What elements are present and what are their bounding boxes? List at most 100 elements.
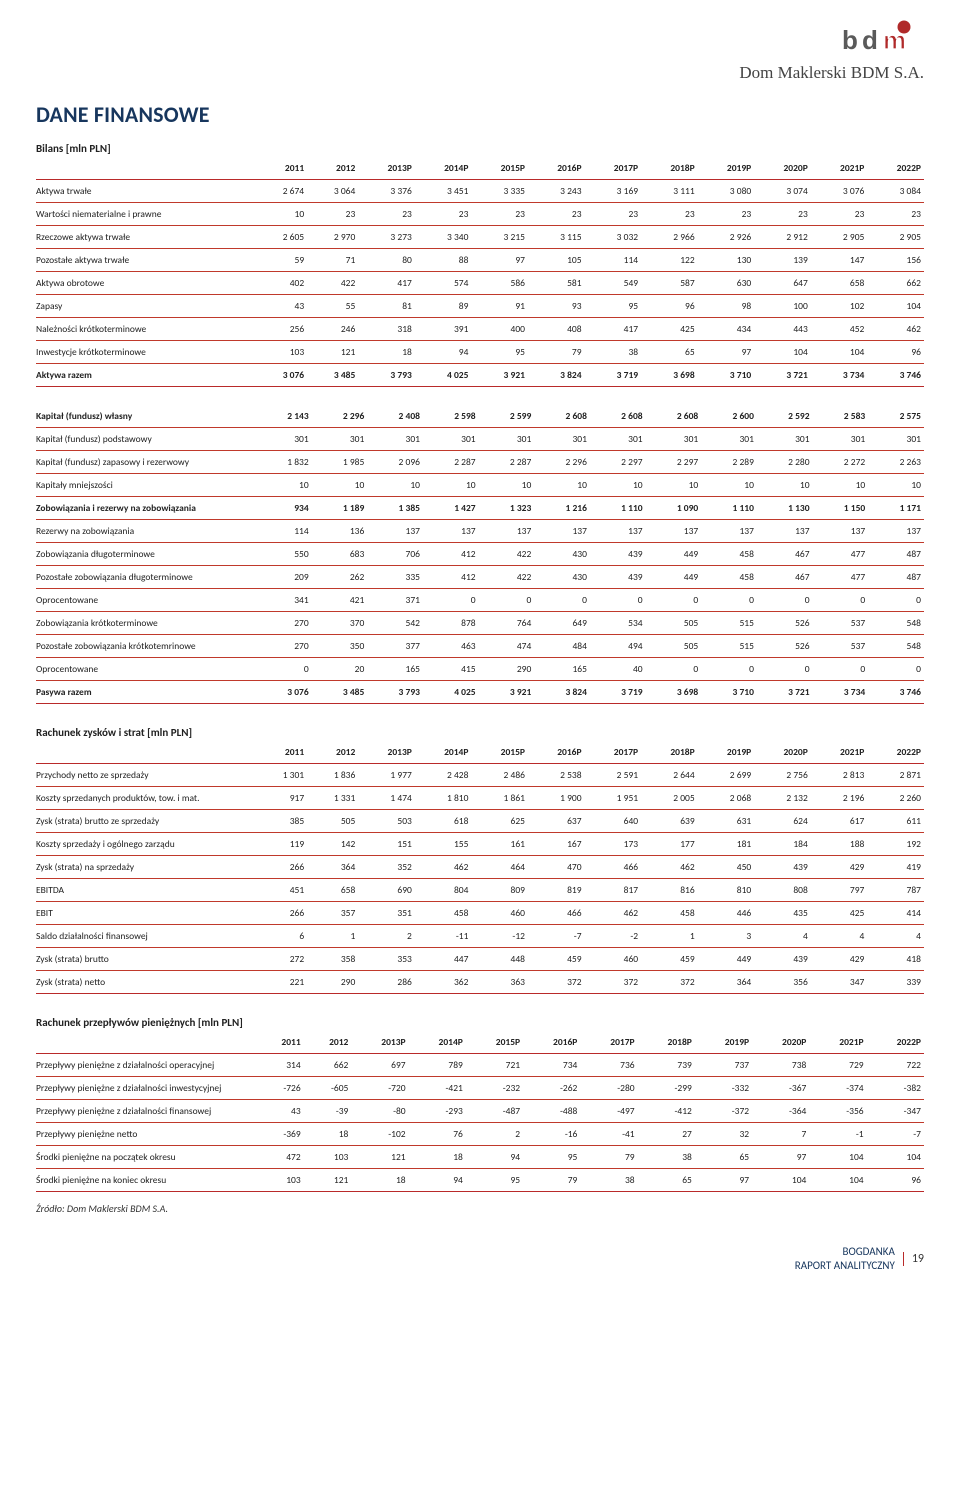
cell: 43 bbox=[256, 1100, 304, 1123]
table-header-row: 201120122013P2014P2015P2016P2017P2018P20… bbox=[36, 741, 924, 764]
cell: 526 bbox=[757, 612, 813, 635]
cell: 104 bbox=[752, 1169, 809, 1192]
cell: 449 bbox=[646, 543, 702, 566]
cell: 819 bbox=[528, 879, 585, 902]
cell: 459 bbox=[528, 948, 585, 971]
cell: 2 583 bbox=[813, 405, 869, 428]
cell: 0 bbox=[256, 658, 312, 681]
cell: -364 bbox=[752, 1100, 809, 1123]
cell: 1 861 bbox=[471, 787, 528, 810]
cell: 121 bbox=[304, 1169, 352, 1192]
cell: 0 bbox=[423, 589, 479, 612]
cell: 23 bbox=[528, 203, 585, 226]
cell: 130 bbox=[698, 249, 755, 272]
cell: 3 698 bbox=[646, 681, 702, 704]
table-row: Koszty sprzedanych produktów, tow. i mat… bbox=[36, 787, 924, 810]
cell: 372 bbox=[585, 971, 642, 994]
cell: 2 926 bbox=[698, 226, 755, 249]
bilans-heading: Bilans [mln PLN] bbox=[36, 142, 924, 155]
cell: 0 bbox=[868, 589, 924, 612]
row-label: Przepływy pieniężne z działalności finan… bbox=[36, 1100, 256, 1123]
table-row: EBITDA4516586908048098198178168108087977… bbox=[36, 879, 924, 902]
cell: 402 bbox=[256, 272, 307, 295]
year-header: 2020P bbox=[754, 157, 811, 180]
cell: -412 bbox=[638, 1100, 695, 1123]
cell: 734 bbox=[523, 1054, 580, 1077]
cell: 425 bbox=[641, 318, 698, 341]
table-row: Saldo działalności finansowej612-11-12-7… bbox=[36, 925, 924, 948]
cell: 364 bbox=[307, 856, 358, 879]
cell: 460 bbox=[471, 902, 528, 925]
cell: 23 bbox=[358, 203, 415, 226]
cell: 10 bbox=[312, 474, 368, 497]
cell: 177 bbox=[641, 833, 698, 856]
cell: 27 bbox=[638, 1123, 695, 1146]
cell: 301 bbox=[479, 428, 535, 451]
row-label: Zysk (strata) brutto bbox=[36, 948, 256, 971]
cell: 23 bbox=[641, 203, 698, 226]
cell: 3 719 bbox=[585, 364, 642, 387]
cell: 458 bbox=[701, 543, 757, 566]
cell: 2 296 bbox=[312, 405, 368, 428]
cell: 435 bbox=[754, 902, 811, 925]
cell: 23 bbox=[867, 203, 924, 226]
cell: 429 bbox=[811, 856, 868, 879]
cell: 155 bbox=[415, 833, 472, 856]
cell: 97 bbox=[695, 1169, 752, 1192]
cell: -2 bbox=[585, 925, 642, 948]
cell: -332 bbox=[695, 1077, 752, 1100]
cell: 1 090 bbox=[646, 497, 702, 520]
cell: 2 486 bbox=[471, 764, 528, 787]
cell: 574 bbox=[415, 272, 472, 295]
cell: 10 bbox=[479, 474, 535, 497]
cell: 729 bbox=[809, 1054, 866, 1077]
table-row: Zobowiązania długoterminowe5506837064124… bbox=[36, 543, 924, 566]
table-row: Pozostałe aktywa trwałe59718088971051141… bbox=[36, 249, 924, 272]
cell: 114 bbox=[585, 249, 642, 272]
year-header: 2014P bbox=[409, 1031, 466, 1054]
cell: 421 bbox=[312, 589, 368, 612]
cell: 487 bbox=[868, 566, 924, 589]
cell: 2 905 bbox=[811, 226, 868, 249]
table-row: Zobowiązania krótkoterminowe270370542878… bbox=[36, 612, 924, 635]
cell: 0 bbox=[534, 589, 590, 612]
cell: 417 bbox=[585, 318, 642, 341]
rzis-table: 201120122013P2014P2015P2016P2017P2018P20… bbox=[36, 741, 924, 994]
cell: 356 bbox=[754, 971, 811, 994]
cell: 1 bbox=[307, 925, 358, 948]
cell: 2 608 bbox=[590, 405, 646, 428]
cell: 816 bbox=[641, 879, 698, 902]
table-row: Kapitał (fundusz) zapasowy i rezerwowy1 … bbox=[36, 451, 924, 474]
cell: 0 bbox=[646, 658, 702, 681]
cell: 618 bbox=[415, 810, 472, 833]
cell: 165 bbox=[534, 658, 590, 681]
cell: -80 bbox=[351, 1100, 408, 1123]
cell: 18 bbox=[409, 1146, 466, 1169]
table-row: Środki pieniężne na koniec okresu1031211… bbox=[36, 1169, 924, 1192]
cell: 10 bbox=[256, 203, 307, 226]
cell: 2 428 bbox=[415, 764, 472, 787]
cell: 0 bbox=[868, 658, 924, 681]
cell: 20 bbox=[312, 658, 368, 681]
cell: 93 bbox=[528, 295, 585, 318]
cell: 412 bbox=[423, 566, 479, 589]
cell: 2 756 bbox=[754, 764, 811, 787]
cell: 3 793 bbox=[367, 681, 423, 704]
cell: -11 bbox=[415, 925, 472, 948]
cell: 301 bbox=[367, 428, 423, 451]
cell: 808 bbox=[754, 879, 811, 902]
cell: 80 bbox=[358, 249, 415, 272]
cell: 721 bbox=[466, 1054, 523, 1077]
cell: 102 bbox=[811, 295, 868, 318]
table-row: Zobowiązania i rezerwy na zobowiązania93… bbox=[36, 497, 924, 520]
table-row: Kapitały mniejszości10101010101010101010… bbox=[36, 474, 924, 497]
cell: 301 bbox=[312, 428, 368, 451]
svg-text:b: b bbox=[842, 25, 858, 54]
cell: 439 bbox=[754, 948, 811, 971]
cell: 494 bbox=[590, 635, 646, 658]
cell: 466 bbox=[585, 856, 642, 879]
cell: 2 096 bbox=[367, 451, 423, 474]
cell: 6 bbox=[256, 925, 307, 948]
cell: 23 bbox=[307, 203, 358, 226]
cell: 1 331 bbox=[307, 787, 358, 810]
